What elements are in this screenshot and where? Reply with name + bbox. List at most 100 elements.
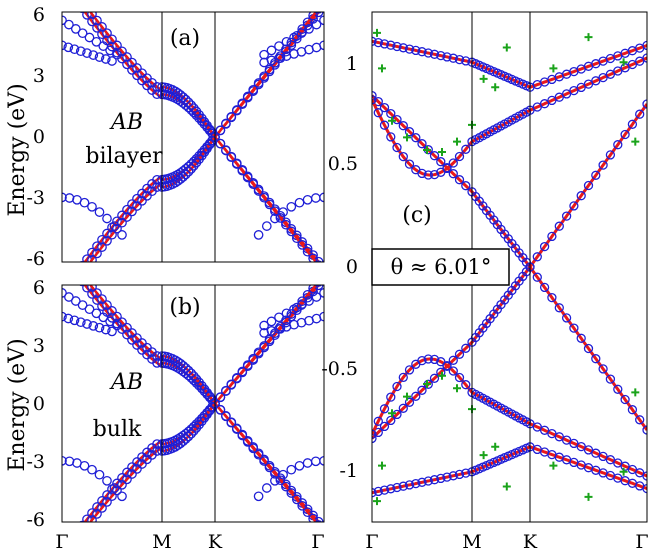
- band-circle-1-57: [302, 289, 313, 300]
- band-circle-1-54: [286, 37, 297, 48]
- plus-marker-26: [631, 137, 640, 146]
- band-circle-2-39: [576, 82, 586, 93]
- gamma-circle-1-3: [75, 46, 86, 57]
- band-circle-1-49: [259, 341, 269, 351]
- band-circle-3-4: [392, 381, 402, 392]
- plus-marker-9: [403, 392, 411, 401]
- band-circle-3-28: [178, 436, 189, 447]
- gamma-circle-1-1: [63, 42, 74, 53]
- gamma-circle-3-2: [274, 41, 284, 51]
- gamma-circle-5-0: [253, 230, 264, 240]
- gamma-circle-5-7: [310, 193, 321, 203]
- band-circle-4-13: [448, 53, 458, 63]
- band-circle-3-2: [379, 404, 390, 414]
- band-circle-0-15: [132, 70, 142, 81]
- band-circle-4-15: [461, 56, 471, 66]
- band-circle-4-1: [373, 37, 383, 48]
- band-circle-2-48: [642, 53, 647, 63]
- band-circle-3-49: [259, 192, 269, 203]
- band-circle-0-13: [122, 59, 132, 70]
- plus-marker-15: [491, 83, 500, 92]
- band-circle-0-6: [404, 127, 415, 137]
- band-circle-3-44: [231, 159, 242, 169]
- band-circle-0-15: [132, 340, 142, 350]
- band-circle-1-12: [117, 317, 127, 328]
- band-circle-2-36: [554, 92, 564, 102]
- panel-a-ytick-3: 3: [33, 65, 45, 87]
- band-circle-1-19: [152, 82, 162, 92]
- band-circle-1-42: [221, 385, 231, 396]
- gamma-circle-5-1: [261, 221, 272, 231]
- band-circle-3-41: [215, 405, 226, 415]
- band-circle-2-60: [320, 264, 328, 272]
- gamma-circle-0-6: [98, 312, 109, 323]
- panel-a-plot: [62, 12, 328, 272]
- plus-marker-10: [423, 380, 431, 388]
- band-circle-0-15: [461, 181, 471, 191]
- gamma-circle-5-1: [261, 483, 272, 493]
- band-circle-3-53: [281, 481, 291, 492]
- plus-marker-17: [549, 64, 558, 73]
- gamma-circle-5-5: [294, 197, 305, 208]
- band-circle-3-58: [308, 253, 318, 262]
- band-circle-2-14: [127, 199, 137, 209]
- band-circle-3-5: [84, 521, 90, 522]
- band-circle-3-52: [275, 213, 286, 223]
- band-circle-3-41: [215, 138, 226, 149]
- band-circle-5-8: [417, 477, 427, 487]
- band-circle-2-37: [561, 89, 572, 99]
- band-circle-1-42: [598, 364, 608, 374]
- band-circle-1-6: [404, 397, 415, 407]
- band-circle-3-42: [221, 145, 231, 156]
- band-circle-2-8: [417, 168, 427, 179]
- gamma-circle-0-0: [62, 15, 67, 26]
- band-circle-1-14: [127, 328, 137, 338]
- band-circle-1-43: [226, 111, 237, 122]
- band-circle-2-4: [392, 142, 402, 153]
- gamma-circle-2-5: [94, 469, 105, 480]
- plus-marker-11: [438, 371, 446, 380]
- band-circle-2-8: [97, 496, 107, 506]
- panel-b-xtick-k: K: [208, 531, 223, 552]
- gamma-circle-2-0: [62, 455, 67, 466]
- gamma-circle-3-5: [296, 300, 307, 310]
- gamma-circle-3-0: [259, 320, 269, 331]
- gamma-circle-1-7: [100, 54, 111, 64]
- band-circle-3-31: [186, 163, 197, 174]
- band-circle-5-10: [429, 475, 440, 485]
- gamma-circle-1-3: [75, 317, 86, 328]
- band-circle-3-49: [259, 456, 269, 466]
- panel-b-plot: [62, 285, 324, 522]
- plus-marker-4: [438, 148, 446, 156]
- band-circle-1-32: [188, 103, 199, 114]
- band-circle-2-33: [532, 102, 542, 112]
- band-circle-2-12: [117, 473, 127, 483]
- panel-b-annotation: bulk: [93, 417, 142, 442]
- band-circle-1-46: [242, 91, 253, 102]
- band-circle-1-44: [231, 373, 242, 383]
- band-circle-0-8: [417, 139, 427, 149]
- band-circle-0-19: [152, 358, 162, 368]
- band-circle-4-6: [404, 44, 415, 54]
- panel-c-ytick-0: 0: [346, 256, 358, 278]
- band-circle-2-4: [78, 260, 86, 262]
- panel-a-ytick-0: 0: [33, 126, 45, 148]
- gamma-circle-3-3: [281, 36, 292, 47]
- band-circle-1-7: [92, 288, 102, 298]
- band-circle-3-16: [137, 195, 147, 206]
- band-circle-3-56: [297, 500, 308, 511]
- band-circle-1-45: [237, 366, 248, 377]
- band-circle-3-30: [183, 431, 194, 442]
- panel-c-ytick-m1: -1: [339, 460, 358, 482]
- band-circle-1-8: [97, 294, 107, 304]
- band-circle-1-43: [226, 379, 237, 390]
- band-circle-1-13: [122, 322, 132, 333]
- plus-marker-27: [631, 388, 640, 397]
- band-circle-0-35: [547, 231, 557, 242]
- band-circle-1-41: [591, 354, 601, 364]
- band-circle-3-47: [248, 443, 259, 454]
- band-circle-1-5: [84, 285, 90, 286]
- band-circle-2-46: [627, 59, 638, 70]
- band-circle-2-11: [112, 478, 122, 489]
- band-circle-1-14: [127, 57, 137, 68]
